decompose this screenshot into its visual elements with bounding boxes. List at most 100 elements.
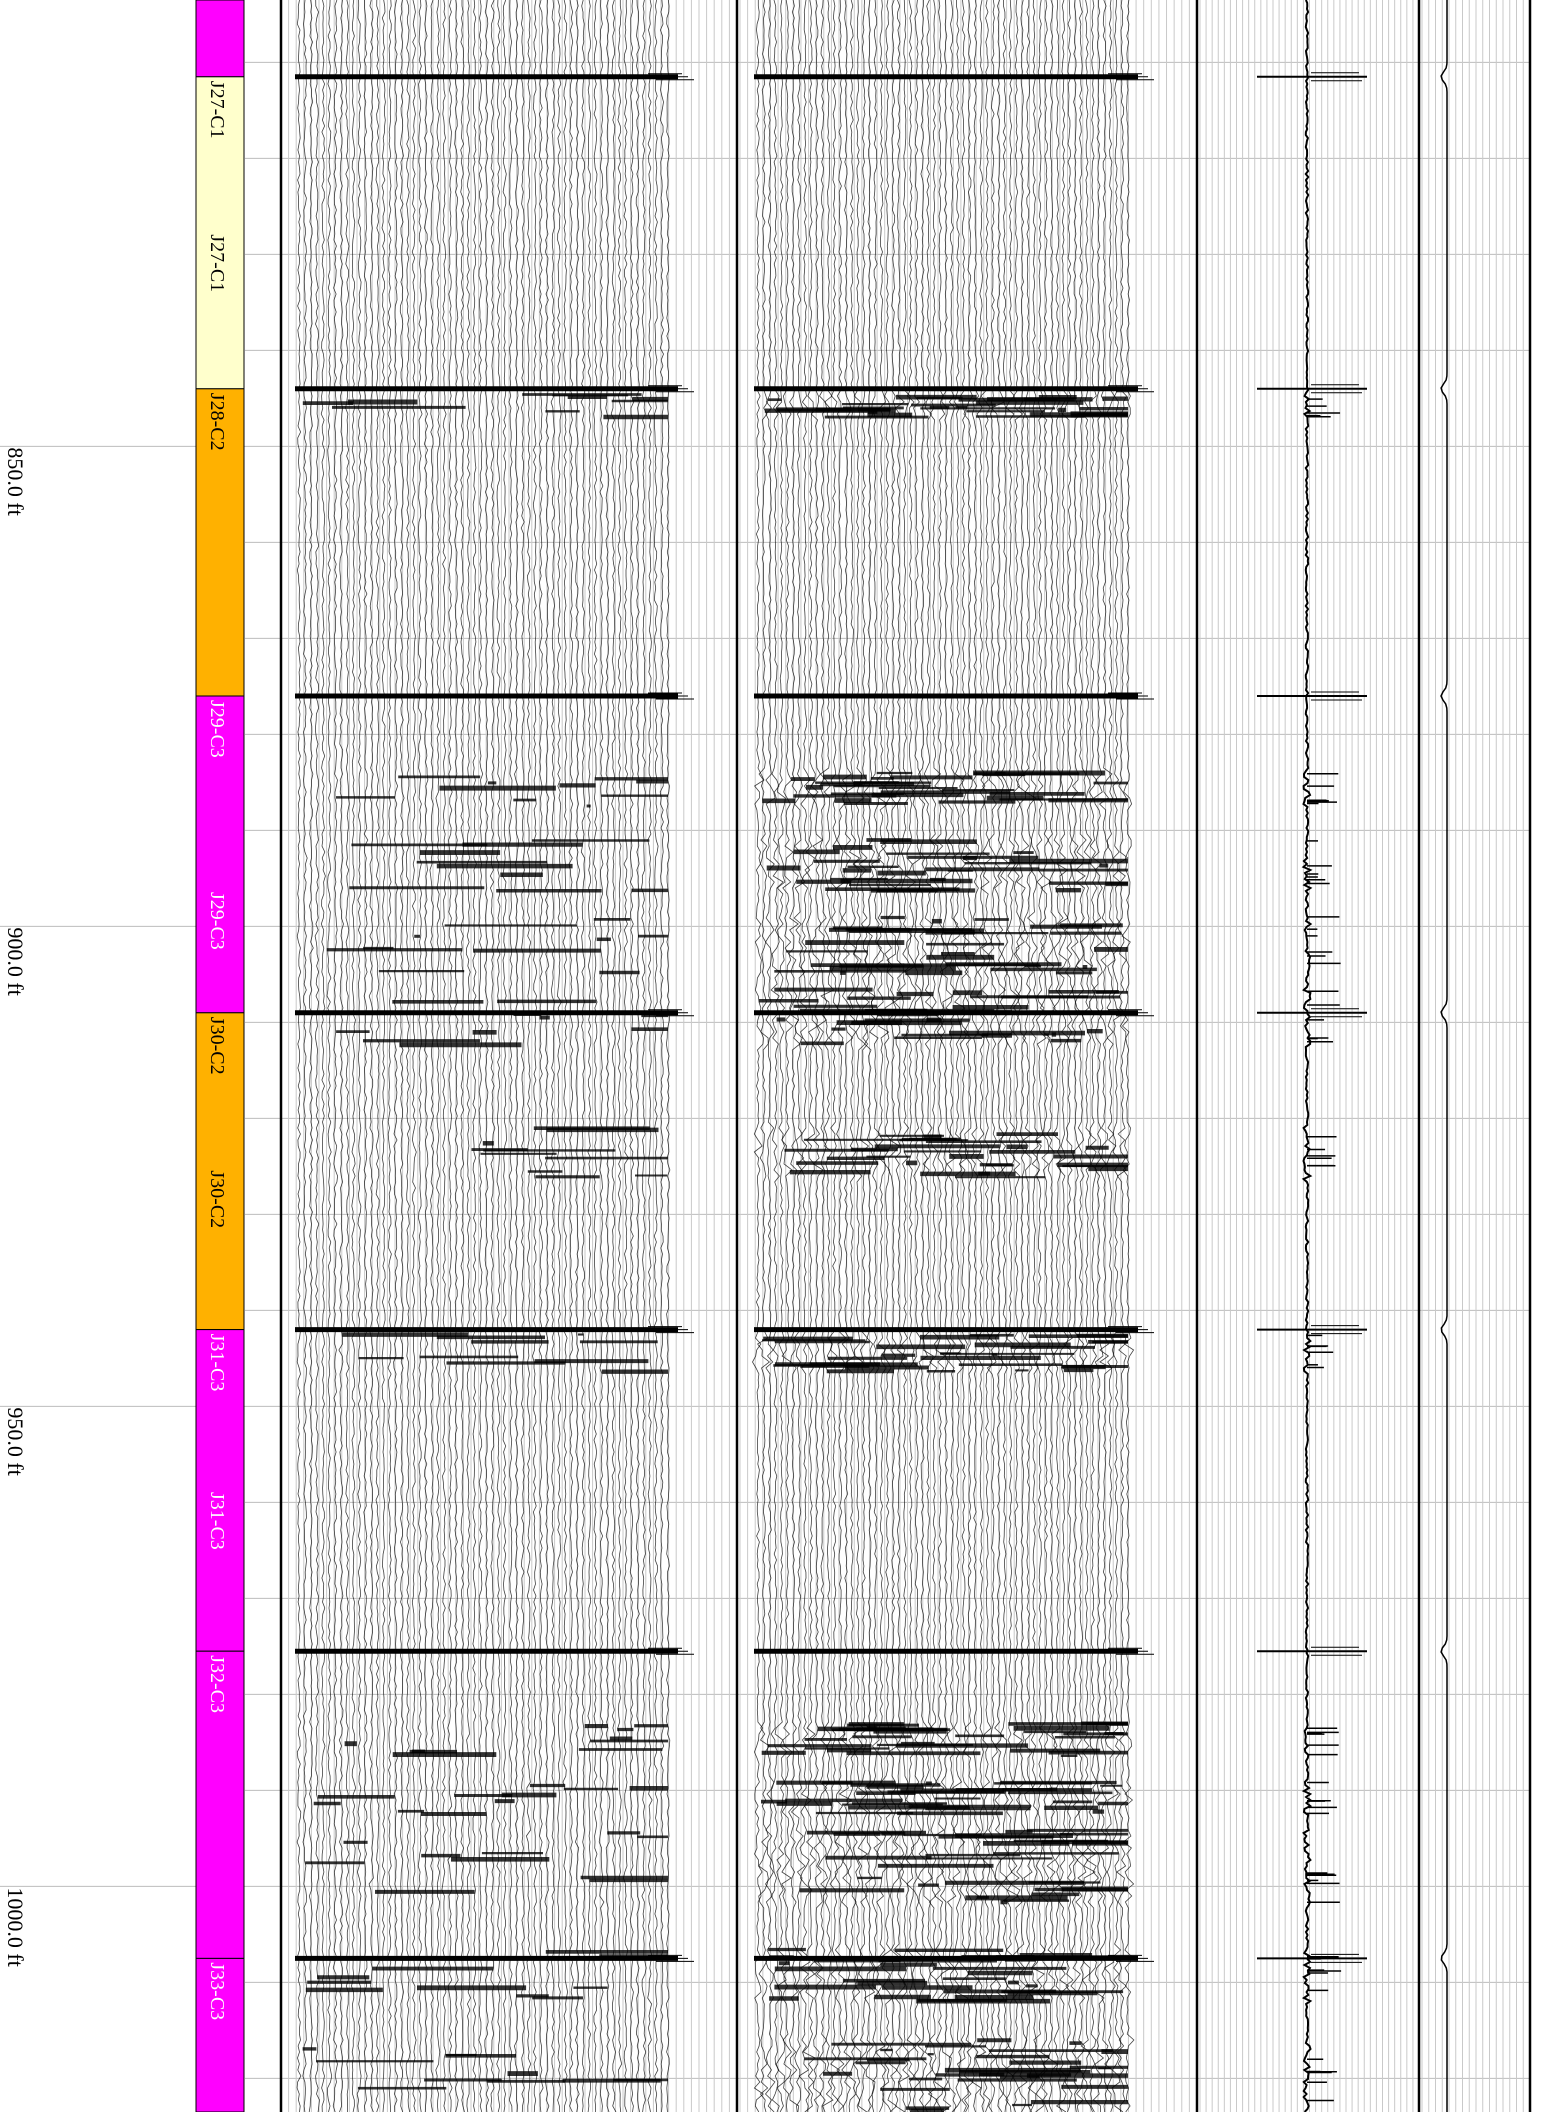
curve-trace	[1440, 0, 1448, 2112]
waveform-trace	[950, 0, 966, 2112]
waveform-trace	[1092, 0, 1105, 2112]
zone-label: J32-C3	[206, 1655, 228, 1713]
waveform-trace	[641, 0, 647, 2112]
zone-label: J33-C3	[206, 1962, 228, 2020]
waveform-trace	[757, 0, 771, 2112]
waveform-trace	[483, 0, 489, 2112]
zone-label: J31-C3	[206, 1334, 228, 1392]
waveform-trace	[852, 0, 866, 2112]
waveform-trace	[857, 0, 870, 2112]
waveform-trace	[435, 0, 441, 2112]
zone-column: J27-C1 J27-C1 J28-C2 J29-C3 J29-C3 J30-C2 J30-…	[195, 0, 245, 2112]
waveform-trace	[816, 0, 829, 2112]
waveform-trace	[986, 0, 999, 2112]
waveform-trace	[580, 0, 586, 2112]
zone-band	[195, 1329, 245, 1652]
waveform-trace	[338, 0, 344, 2112]
zone-label: J30-C2	[206, 1170, 228, 1228]
waveform-trace	[939, 0, 954, 2112]
waveform-trace	[910, 0, 923, 2112]
waveform-trace	[447, 0, 453, 2112]
waveform-trace	[375, 0, 380, 2112]
depth-tick-label: 850.0 ft	[3, 447, 28, 515]
waveform-trace	[764, 0, 776, 2112]
zone-label: J27-C1	[206, 234, 228, 292]
waveform-trace	[955, 0, 970, 2112]
curve-track-4	[1421, 0, 1531, 2112]
waveform-trace	[1055, 0, 1070, 2112]
waveform-trace	[345, 0, 350, 2112]
waveform-trace	[896, 0, 913, 2112]
waveform-trace	[1039, 0, 1053, 2112]
waveform-trace	[1080, 0, 1096, 2112]
waveform-trace	[790, 0, 806, 2112]
waveform-trace	[1026, 0, 1041, 2112]
waveform-trace	[819, 0, 836, 2112]
zone-label: J31-C3	[206, 1492, 228, 1550]
depth-tick-label: 900.0 ft	[3, 927, 28, 995]
waveform-trace	[302, 0, 308, 2112]
waveform-trace	[980, 0, 993, 2112]
waveform-trace	[874, 0, 890, 2112]
waveform-trace	[508, 0, 513, 2112]
waveform-trace	[990, 0, 1006, 2112]
waveform-trace	[465, 0, 471, 2112]
waveform-trace	[788, 0, 801, 2112]
zone-label: J29-C3	[206, 700, 228, 758]
curve-track-3	[1199, 0, 1420, 2112]
waveform-trace	[892, 0, 906, 2112]
zone-label: J28-C2	[206, 393, 228, 451]
waveform-track-1	[280, 0, 738, 2112]
waveform-trace	[429, 0, 435, 2112]
waveform-trace	[933, 0, 946, 2112]
waveform-trace	[520, 0, 526, 2112]
waveform-trace	[635, 0, 640, 2112]
zone-label: J30-C2	[206, 1017, 228, 1075]
waveform-trace	[296, 0, 302, 2112]
waveform-trace	[1004, 0, 1020, 2112]
waveform-trace	[423, 0, 429, 2112]
curve-trace	[1301, 0, 1313, 2112]
waveform-trace	[845, 0, 861, 2112]
waveform-trace	[393, 0, 399, 2112]
zone-band	[195, 1957, 245, 2112]
zone-label: J27-C1	[206, 81, 228, 139]
waveform-trace	[1009, 0, 1024, 2112]
waveform-trace	[653, 0, 659, 2112]
zone-band	[195, 0, 245, 78]
waveform-trace	[399, 0, 405, 2112]
waveform-trace	[863, 0, 877, 2112]
waveform-trace	[411, 0, 417, 2112]
waveform-trace	[904, 0, 917, 2112]
waveform-trace	[538, 0, 544, 2112]
waveform-trace	[502, 0, 507, 2112]
waveform-trace	[945, 0, 959, 2112]
waveform-trace	[1015, 0, 1030, 2112]
waveform-trace	[1022, 0, 1037, 2112]
waveform-trace	[752, 0, 765, 2112]
waveform-trace	[665, 0, 671, 2112]
waveform-trace	[1070, 0, 1081, 2112]
waveform-trace	[513, 0, 520, 2112]
waveform-trace	[574, 0, 580, 2112]
waveform-trace	[496, 0, 501, 2112]
waveform-trace	[441, 0, 447, 2112]
waveform-trace	[647, 0, 653, 2112]
waveform-trace	[1111, 0, 1124, 2112]
waveform-trace	[1103, 0, 1119, 2112]
waveform-trace	[332, 0, 339, 2112]
waveform-trace	[998, 0, 1011, 2112]
waveform-trace	[387, 0, 393, 2112]
waveform-trace	[774, 0, 788, 2112]
waveform-trace	[1116, 0, 1129, 2112]
waveform-trace	[550, 0, 556, 2112]
waveform-trace	[453, 0, 459, 2112]
waveform-trace	[961, 0, 976, 2112]
waveform-track-2	[739, 0, 1198, 2112]
waveform-trace	[617, 0, 623, 2112]
depth-axis: 850.0 ft 900.0 ft 950.0 ft 1000.0 ft	[3, 447, 28, 1966]
waveform-trace	[478, 0, 484, 2112]
waveform-trace	[556, 0, 562, 2112]
waveform-trace	[623, 0, 629, 2112]
waveform-trace	[320, 0, 326, 2112]
